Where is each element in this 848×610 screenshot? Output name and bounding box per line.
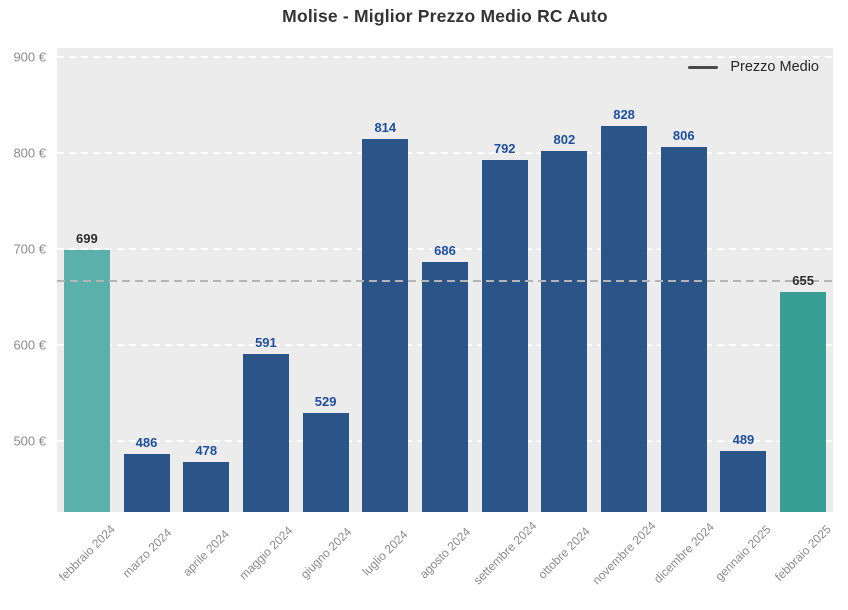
y-tick-label: 700 € [13,241,46,257]
chart-bar[interactable] [183,462,230,512]
x-tick-label: gennaio 2025 [712,522,775,584]
x-tick-label: agosto 2024 [416,524,474,582]
plot-area: Prezzo Medio 699 486 478 591 529 814 686 792 802… [57,48,833,512]
bar-value-label: 699 [75,230,98,246]
legend-item-prezzo-medio[interactable]: Prezzo Medio [688,59,819,75]
bar-value-label: 802 [553,131,576,147]
chart-bar[interactable] [123,454,170,512]
x-tick-label: febbraio 2024 [55,522,118,584]
x-axis: febbraio 2024 marzo 2024 aprile 2024 maggio… [55,512,835,610]
chart-bar[interactable] [362,139,409,512]
y-tick-label: 900 € [13,49,46,65]
x-tick-label: marzo 2024 [119,525,174,581]
bar-value-label: 478 [195,443,218,459]
chart-bar[interactable] [601,125,648,512]
chart-bar[interactable] [660,146,707,512]
bar-value-label: 686 [434,243,456,259]
bar-value-label: 792 [493,141,516,157]
chart-bar[interactable] [242,353,289,512]
bar-value-label: 814 [374,120,397,136]
bar-value-label: 529 [314,394,337,410]
x-tick-label: ottobre 2024 [535,524,594,582]
y-tick-label: 500 € [13,433,46,449]
bar-value-label: 828 [613,106,635,122]
x-tick-label: febbraio 2025 [772,522,835,584]
chart-bar[interactable] [541,150,588,512]
gridline [57,151,833,154]
chart-bar[interactable] [481,160,528,512]
legend-label: Prezzo Medio [730,59,819,75]
x-tick-label: dicembre 2024 [650,519,717,587]
gridline [57,55,833,58]
y-axis: 500 € 600 € 700 € 800 € 900 € [0,48,46,512]
chart-bar[interactable] [302,413,349,512]
chart-bar[interactable] [422,262,468,512]
bar-value-label: 806 [672,127,695,143]
average-price-line [57,280,833,283]
x-tick-label: aprile 2024 [180,527,233,579]
chart-bar[interactable] [780,292,827,512]
bar-value-label: 489 [732,432,755,448]
bar-value-label: 591 [255,334,277,350]
chart-bar[interactable] [720,451,767,512]
bar-value-label: 655 [792,273,814,289]
x-tick-label: novembre 2024 [589,518,659,588]
gridline [57,247,833,250]
legend-line-icon [688,65,719,69]
x-tick-label: giugno 2024 [297,524,354,582]
y-tick-label: 800 € [13,145,46,161]
chart-title: Molise - Miglior Prezzo Medio RC Auto [282,6,608,26]
x-tick-label: luglio 2024 [359,527,411,579]
y-tick-label: 600 € [13,337,46,353]
x-tick-label: maggio 2024 [236,523,296,583]
bar-value-label: 486 [135,435,158,451]
x-tick-label: settembre 2024 [470,518,540,588]
chart-bar[interactable] [63,249,110,512]
